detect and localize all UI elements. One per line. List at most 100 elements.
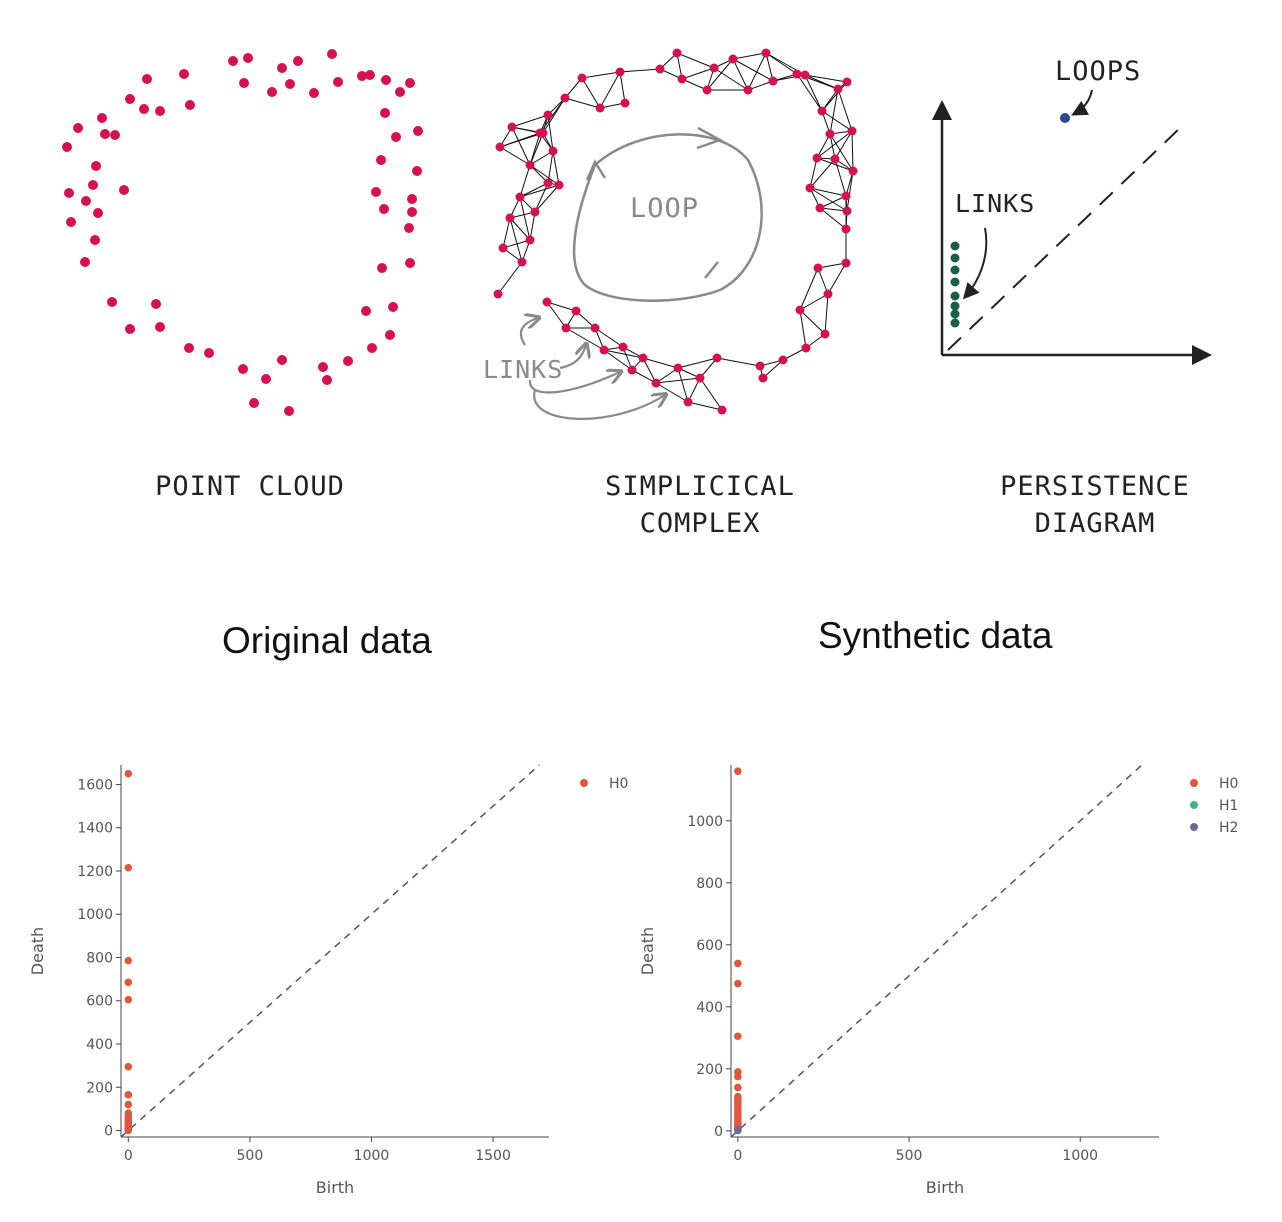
cloud-point <box>377 263 387 273</box>
complex-node <box>847 126 857 136</box>
complex-node <box>542 297 552 307</box>
cloud-point <box>357 71 367 81</box>
y-tick-label: 400 <box>86 1037 113 1053</box>
title-synthetic-data: Synthetic data <box>818 615 1053 656</box>
x-tick-label: 500 <box>896 1148 923 1164</box>
complex-node <box>677 74 687 84</box>
complex-edge <box>799 309 826 335</box>
complex-edge <box>511 114 549 128</box>
complex-node <box>795 305 805 315</box>
loop-annotation: LOOP <box>630 193 699 224</box>
complex-node <box>543 178 553 188</box>
point-h0 <box>734 1099 742 1107</box>
cloud-point <box>66 217 76 227</box>
loop-arrow-head-left <box>585 159 607 181</box>
legend-marker-h2[interactable] <box>1190 823 1198 831</box>
complex-node <box>683 397 693 407</box>
complex-node <box>548 146 558 156</box>
complex-edge <box>816 157 854 172</box>
complex-edge <box>546 301 567 329</box>
point-h0 <box>734 1123 742 1132</box>
complex-node <box>758 373 768 383</box>
complex-edge <box>509 217 531 241</box>
complex-edge <box>552 150 560 186</box>
sketch-diagonal <box>947 127 1181 351</box>
legend-marker-h0[interactable] <box>580 779 588 787</box>
complex-node <box>801 343 811 353</box>
links-arrow-4 <box>533 389 665 420</box>
complex-edge <box>581 77 601 109</box>
point-h0 <box>734 1102 742 1110</box>
complex-node <box>577 73 587 83</box>
complex-edge <box>699 377 723 411</box>
complex-edge <box>603 349 644 359</box>
point-h0 <box>124 1112 133 1121</box>
point-h0 <box>734 1083 742 1092</box>
cloud-point <box>412 166 422 176</box>
legend-label-h2[interactable]: H2 <box>1219 820 1238 836</box>
complex-node <box>495 142 505 152</box>
links-dot <box>950 301 960 311</box>
cloud-point <box>249 398 259 408</box>
y-tick-label: 600 <box>86 994 113 1010</box>
complex-edge <box>846 170 854 212</box>
complex-node <box>507 122 517 132</box>
y-tick-label: 800 <box>86 950 113 966</box>
loops-arrow <box>1071 89 1093 116</box>
complex-nodes <box>493 48 858 415</box>
point-h0 <box>124 863 133 872</box>
point-h0 <box>124 1123 133 1132</box>
y-tick-label: 200 <box>86 1080 113 1096</box>
tda-illustration: LOOP LINKS LOOPS LINKS <box>62 48 1212 420</box>
complex-node <box>848 166 858 176</box>
complex-node <box>833 84 843 94</box>
complex-node <box>800 70 810 80</box>
complex-edge <box>765 52 798 75</box>
y-tick-label: 1600 <box>77 777 113 793</box>
diagonal-line <box>730 764 1143 1138</box>
complex-node <box>830 154 840 164</box>
y-tick-label: 400 <box>696 1000 723 1016</box>
cloud-point <box>238 364 248 374</box>
complex-edge <box>851 130 854 172</box>
complex-node <box>525 235 535 245</box>
complex-edge <box>631 369 657 384</box>
complex-edge <box>809 187 847 197</box>
point-h0 <box>124 1062 133 1071</box>
y-tick-label: 1000 <box>77 907 113 923</box>
legend-label-h0[interactable]: H0 <box>609 776 628 792</box>
complex-edge <box>706 58 734 91</box>
cloud-point <box>100 129 110 139</box>
x-tick-label: 1000 <box>1062 1148 1098 1164</box>
complex-node <box>812 153 822 163</box>
cloud-point <box>93 208 103 218</box>
complex-edge <box>581 71 621 79</box>
cloud-point <box>285 79 295 89</box>
complex-edge <box>502 217 511 249</box>
complex-edge <box>819 207 848 212</box>
links-dots <box>950 241 960 328</box>
legend-marker-h0[interactable] <box>1190 779 1198 787</box>
complex-node <box>712 353 722 363</box>
complex-edge <box>834 158 847 197</box>
complex-node <box>841 191 851 201</box>
y-tick-label: 0 <box>104 1124 113 1140</box>
point-h0 <box>124 1091 133 1099</box>
legend-marker-h1[interactable] <box>1190 801 1198 809</box>
point-cloud <box>62 49 423 416</box>
links-dot <box>950 309 960 319</box>
complex-edge <box>511 126 531 166</box>
complex-node <box>627 365 637 375</box>
x-tick-label: 500 <box>237 1148 264 1164</box>
loop-arrow-head-top <box>696 126 724 150</box>
legend-label-h1[interactable]: H1 <box>1219 798 1238 814</box>
complex-edge <box>677 367 689 403</box>
x-tick-label: 1500 <box>475 1148 511 1164</box>
complex-edge <box>547 114 554 152</box>
cloud-point <box>277 355 287 365</box>
cloud-point <box>125 94 135 104</box>
legend-label-h0[interactable]: H0 <box>1219 776 1238 792</box>
complex-node <box>561 323 571 333</box>
cloud-point <box>90 235 100 245</box>
cloud-point <box>309 88 319 98</box>
